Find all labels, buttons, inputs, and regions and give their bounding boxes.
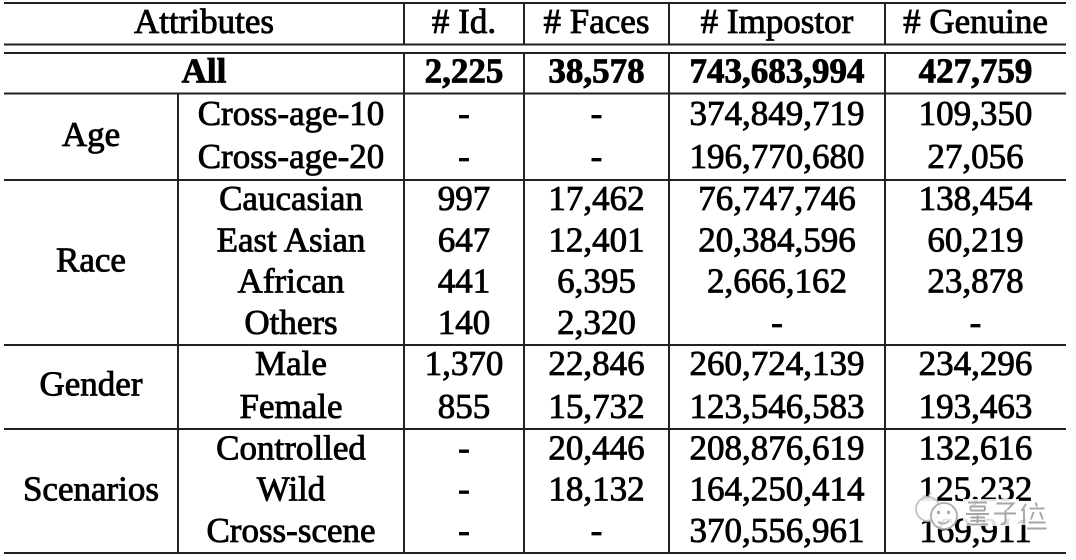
svg-text:Scenarios: Scenarios xyxy=(23,470,159,509)
svg-text:234,296: 234,296 xyxy=(919,344,1033,383)
svg-text:Female: Female xyxy=(239,387,342,426)
svg-text:132,616: 132,616 xyxy=(919,428,1033,467)
svg-text:20,384,596: 20,384,596 xyxy=(698,221,856,260)
svg-text:East Asian: East Asian xyxy=(217,221,366,260)
svg-text:22,846: 22,846 xyxy=(548,344,644,383)
svg-text:Gender: Gender xyxy=(39,365,142,404)
svg-text:138,454: 138,454 xyxy=(919,179,1033,218)
svg-text:-: - xyxy=(458,94,470,133)
svg-text:# Faces: # Faces xyxy=(544,2,650,41)
svg-text:Male: Male xyxy=(255,344,327,383)
svg-text:38,578: 38,578 xyxy=(548,52,644,91)
svg-text:109,350: 109,350 xyxy=(919,94,1033,133)
svg-text:Cross-scene: Cross-scene xyxy=(206,511,375,550)
svg-text:17,462: 17,462 xyxy=(548,179,644,218)
svg-text:20,446: 20,446 xyxy=(548,428,644,467)
svg-text:123,546,583: 123,546,583 xyxy=(690,387,865,426)
svg-text:# Impostor: # Impostor xyxy=(701,2,854,41)
svg-text:Cross-age-10: Cross-age-10 xyxy=(198,94,385,133)
svg-text:12,401: 12,401 xyxy=(548,221,644,260)
svg-text:Wild: Wild xyxy=(257,470,326,509)
svg-text:-: - xyxy=(771,303,783,342)
svg-text:374,849,719: 374,849,719 xyxy=(690,94,865,133)
svg-text:-: - xyxy=(458,137,470,176)
svg-text:-: - xyxy=(591,137,603,176)
svg-text:Controlled: Controlled xyxy=(216,428,366,467)
svg-text:193,463: 193,463 xyxy=(919,387,1033,426)
svg-text:6,395: 6,395 xyxy=(557,262,636,301)
svg-text:441: 441 xyxy=(438,262,491,301)
svg-text:1,370: 1,370 xyxy=(425,344,504,383)
svg-text:-: - xyxy=(591,94,603,133)
svg-text:18,132: 18,132 xyxy=(548,470,644,509)
svg-text:2,666,162: 2,666,162 xyxy=(707,262,847,301)
svg-text:164,250,414: 164,250,414 xyxy=(690,470,865,509)
svg-text:76,747,746: 76,747,746 xyxy=(698,179,856,218)
svg-text:-: - xyxy=(458,428,470,467)
svg-text:Race: Race xyxy=(56,241,126,280)
svg-text:855: 855 xyxy=(438,387,491,426)
svg-text:27,056: 27,056 xyxy=(927,137,1023,176)
svg-text:743,683,994: 743,683,994 xyxy=(690,52,865,91)
svg-text:-: - xyxy=(458,470,470,509)
svg-text:-: - xyxy=(591,511,603,550)
svg-text:Caucasian: Caucasian xyxy=(219,179,363,218)
svg-text:All: All xyxy=(182,52,227,91)
svg-text:23,878: 23,878 xyxy=(927,262,1023,301)
svg-text:Attributes: Attributes xyxy=(134,2,274,41)
svg-text:-: - xyxy=(458,511,470,550)
svg-text:2,320: 2,320 xyxy=(557,303,636,342)
svg-text:427,759: 427,759 xyxy=(919,52,1033,91)
svg-text:# Id.: # Id. xyxy=(432,2,496,41)
svg-text:-: - xyxy=(970,303,982,342)
svg-text:Cross-age-20: Cross-age-20 xyxy=(198,137,385,176)
svg-text:196,770,680: 196,770,680 xyxy=(690,137,865,176)
svg-text:15,732: 15,732 xyxy=(548,387,644,426)
svg-text:208,876,619: 208,876,619 xyxy=(690,428,865,467)
svg-text:370,556,961: 370,556,961 xyxy=(690,511,865,550)
svg-text:# Genuine: # Genuine xyxy=(903,2,1048,41)
svg-text:647: 647 xyxy=(438,221,491,260)
svg-text:2,225: 2,225 xyxy=(425,52,504,91)
svg-text:140: 140 xyxy=(438,303,491,342)
svg-text:997: 997 xyxy=(438,179,491,218)
svg-text:60,219: 60,219 xyxy=(927,221,1023,260)
svg-text:Others: Others xyxy=(244,303,337,342)
svg-text:African: African xyxy=(238,262,345,301)
svg-text:Age: Age xyxy=(62,115,120,154)
svg-text:260,724,139: 260,724,139 xyxy=(690,344,865,383)
